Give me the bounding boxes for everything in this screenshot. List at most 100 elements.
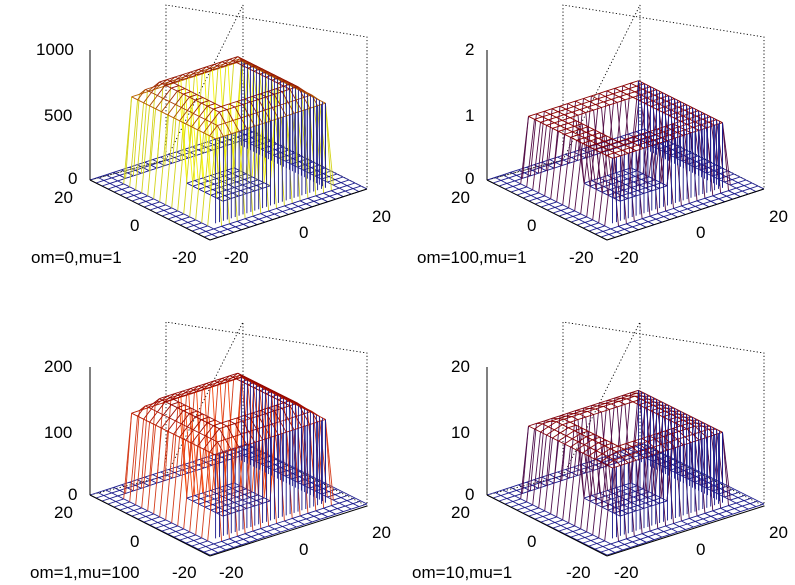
surface-mesh-line	[169, 101, 176, 105]
surface-mesh-line	[565, 151, 574, 155]
surface-mesh-line	[189, 129, 199, 217]
surface-mesh-line	[544, 110, 551, 115]
surface-mesh-line	[135, 504, 142, 509]
surface-mesh-line	[532, 169, 539, 174]
surface-mesh-line	[630, 80, 639, 84]
surface-mesh-line	[565, 413, 574, 417]
surface-mesh-line	[268, 525, 275, 530]
surface-mesh-line	[568, 427, 575, 432]
surface-mesh-line	[712, 507, 721, 512]
surface-mesh-line	[127, 504, 136, 508]
axis-lines	[486, 50, 765, 241]
surface-mesh-line	[671, 211, 680, 215]
surface-mesh-line	[318, 100, 328, 183]
surface-mesh-line	[606, 154, 613, 159]
surface-mesh-line	[101, 498, 110, 502]
surface-mesh-line	[268, 208, 277, 212]
surface-mesh-line	[207, 540, 214, 545]
surface-mesh-line	[196, 94, 204, 99]
surface-mesh-line	[681, 520, 688, 525]
surface-mesh-line	[189, 446, 199, 532]
surface-mesh-line	[512, 183, 521, 187]
surface-mesh-line	[199, 422, 208, 434]
surface-mesh-line	[632, 398, 641, 403]
surface-mesh-line	[606, 152, 615, 156]
surface-mesh-line	[634, 535, 641, 540]
surface-mesh-line	[205, 228, 214, 232]
surface-mesh-line	[324, 419, 332, 506]
surface-mesh-line	[131, 410, 140, 414]
surface-mesh-line	[730, 499, 737, 504]
surface-mesh-line	[280, 418, 289, 422]
axis-lines	[89, 367, 368, 557]
surface-mesh-line	[262, 439, 270, 527]
surface-mesh-line	[592, 132, 601, 136]
surface-mesh-line	[619, 465, 627, 539]
surface-mesh-line	[605, 135, 613, 140]
surface-mesh-line	[274, 146, 284, 151]
surface-mesh-line	[283, 399, 292, 404]
surface-mesh-line	[342, 176, 350, 181]
surface-mesh-line	[560, 525, 568, 529]
surface-mesh-line	[225, 379, 234, 384]
surface-mesh-line	[221, 377, 229, 382]
surface-mesh-line	[230, 195, 239, 200]
surface-mesh-line	[581, 101, 590, 105]
surface-mesh-line	[566, 210, 575, 214]
surface-mesh-line	[169, 90, 178, 102]
surface-mesh-line	[678, 104, 687, 108]
surface-mesh-line	[276, 395, 286, 477]
surface-mesh-line	[726, 508, 735, 512]
surface-mesh-line	[157, 206, 165, 211]
surface-mesh-line	[217, 438, 226, 443]
surface-mesh-line	[576, 444, 585, 451]
surface-mesh-line	[579, 109, 587, 114]
surface-mesh-line	[196, 94, 206, 193]
surface-mesh-line	[297, 402, 305, 415]
surface-mesh-line	[339, 500, 348, 504]
surface-mesh-line	[580, 455, 589, 529]
surface-mesh-line	[354, 497, 362, 502]
surface-mesh-line	[197, 445, 204, 450]
surface-mesh-line	[634, 91, 642, 96]
surface-mesh-line	[598, 464, 607, 538]
surface-mesh-line	[557, 111, 565, 116]
surface-mesh-line	[207, 105, 214, 110]
surface-mesh-line	[647, 449, 657, 454]
surface-mesh-line	[605, 93, 614, 97]
surface-mesh-line	[536, 113, 543, 118]
surface-mesh-line	[237, 218, 246, 222]
surface-mesh-line	[604, 445, 611, 450]
surface-mesh-line	[221, 375, 231, 379]
surface-mesh-line	[536, 420, 545, 424]
surface-mesh-line	[89, 492, 98, 496]
surface-mesh-line	[269, 405, 277, 501]
surface-mesh-line	[582, 447, 591, 454]
surface-mesh-line	[665, 210, 672, 215]
surface-mesh-line	[97, 174, 106, 178]
surface-mesh-line	[668, 112, 677, 116]
surface-mesh-line	[626, 220, 635, 225]
surface-mesh-line	[602, 143, 611, 148]
surface-mesh-line	[532, 431, 541, 505]
surface-mesh-line	[542, 198, 551, 202]
surface-mesh-line	[189, 94, 198, 98]
z-tick-label: 100	[44, 423, 72, 442]
surface-mesh-line	[315, 192, 324, 197]
surface-mesh-line	[608, 88, 616, 151]
surface-mesh-line	[562, 117, 571, 121]
surface-mesh-line	[678, 126, 686, 131]
surface-mesh-line	[593, 107, 602, 111]
surface-mesh-line	[333, 499, 340, 504]
surface-mesh-line	[716, 516, 725, 520]
surface-mesh-line	[219, 231, 226, 236]
surface-mesh-line	[125, 175, 134, 179]
surface-mesh-line	[743, 185, 751, 190]
surface-mesh-line	[323, 507, 330, 512]
surface-mesh-line	[185, 540, 194, 544]
surface-mesh-line	[604, 95, 612, 100]
surface-mesh-line	[500, 179, 508, 184]
surface-mesh-line	[595, 188, 603, 193]
surface-mesh-line	[608, 456, 615, 461]
surface-mesh-line	[583, 98, 590, 102]
